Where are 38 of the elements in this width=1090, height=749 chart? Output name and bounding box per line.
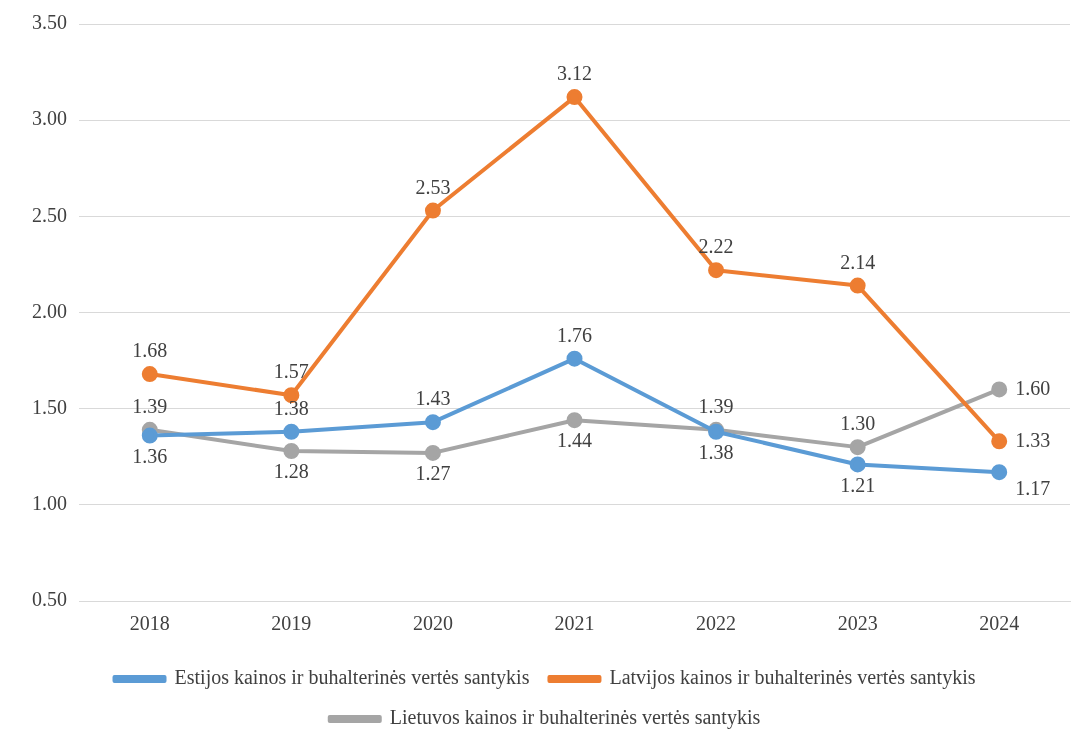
legend-label: Lietuvos kainos ir buhalterinės vertės santykis xyxy=(389,706,761,730)
data-label: 1.30 xyxy=(840,412,876,435)
y-tick-label: 2.00 xyxy=(32,299,67,322)
x-tick-label: 2021 xyxy=(554,612,595,635)
data-label: 1.21 xyxy=(840,473,876,496)
data-label: 1.60 xyxy=(1015,376,1051,399)
data-label: 1.44 xyxy=(557,429,592,452)
legend-label: Latvijos kainos ir buhalterinės vertės santykis xyxy=(609,666,976,690)
y-tick-label: 2.50 xyxy=(32,203,67,226)
data-label: 1.17 xyxy=(1015,477,1051,500)
data-label: 2.53 xyxy=(415,175,451,198)
x-tick-label: 2020 xyxy=(412,612,453,635)
y-tick-label: 3.00 xyxy=(32,107,67,130)
data-label: 1.39 xyxy=(698,395,734,418)
data-label: 1.38 xyxy=(698,441,734,463)
y-tick-label: 3.50 xyxy=(32,11,67,34)
data-label: 2.14 xyxy=(840,250,876,273)
y-tick-label: 1.00 xyxy=(32,492,67,515)
x-tick-label: 2024 xyxy=(979,612,1020,635)
data-label: 1.38 xyxy=(273,397,309,419)
data-label: 1.28 xyxy=(273,460,309,483)
legend-label: Estijos kainos ir buhalterinės vertės santykis xyxy=(174,666,530,690)
y-tick-label: 1.50 xyxy=(32,395,67,418)
x-tick-label: 2018 xyxy=(129,612,170,635)
data-label: 1.33 xyxy=(1015,428,1051,451)
data-label: 1.39 xyxy=(132,395,168,418)
x-tick-label: 2022 xyxy=(696,612,737,635)
y-tick-label: 0.50 xyxy=(32,588,67,611)
data-label: 3.12 xyxy=(557,62,592,85)
data-label: 1.43 xyxy=(415,387,451,410)
data-label: 1.76 xyxy=(557,323,592,346)
x-tick-label: 2019 xyxy=(271,612,312,635)
data-label: 1.36 xyxy=(132,444,168,467)
x-tick-label: 2023 xyxy=(837,612,878,635)
data-label: 1.57 xyxy=(273,360,309,383)
data-label: 1.68 xyxy=(132,339,168,362)
data-label: 1.27 xyxy=(415,462,451,485)
data-label: 2.22 xyxy=(698,235,734,258)
